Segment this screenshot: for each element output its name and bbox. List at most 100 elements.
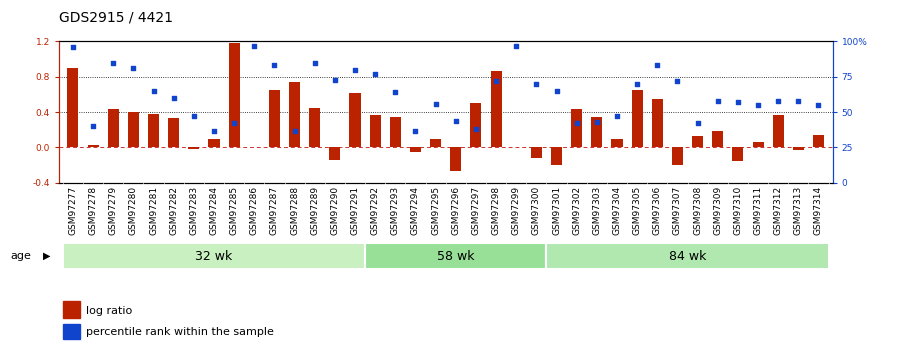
Bar (269, 90, 280, 148)
Bar (491, 71, 501, 148)
Text: GSM97312: GSM97312 (774, 186, 783, 235)
Bar (62, 324, 80, 339)
Bar (88, 145, 99, 148)
Bar (229, 43, 240, 148)
Point (589, 119, 604, 125)
Bar (652, 99, 662, 148)
Bar (310, 108, 320, 148)
Point (710, 98, 725, 104)
Point (509, 43, 523, 48)
Point (186, 114, 201, 119)
Bar (410, 148, 421, 152)
Text: GSM97277: GSM97277 (69, 186, 78, 235)
Text: GSM97313: GSM97313 (794, 186, 803, 235)
Text: 32 wk: 32 wk (195, 250, 233, 263)
Text: GSM97282: GSM97282 (169, 186, 178, 235)
Text: GSM97288: GSM97288 (291, 186, 299, 235)
Bar (793, 148, 804, 150)
Text: GSM97284: GSM97284 (209, 186, 218, 235)
Bar (773, 115, 784, 148)
Point (147, 88, 161, 94)
Text: GSM97297: GSM97297 (472, 186, 481, 235)
Text: 84 wk: 84 wk (669, 250, 706, 263)
Bar (128, 112, 139, 148)
Text: GSM97279: GSM97279 (109, 186, 118, 235)
Text: GSM97304: GSM97304 (613, 186, 622, 235)
Text: GSM97303: GSM97303 (593, 186, 601, 235)
Text: GSM97305: GSM97305 (633, 186, 642, 235)
Point (630, 81, 644, 87)
Bar (188, 148, 199, 149)
Text: GSM97291: GSM97291 (350, 186, 359, 235)
Point (348, 67, 362, 72)
Bar (451, 148, 462, 171)
Bar (289, 82, 300, 148)
Text: GSM97292: GSM97292 (371, 186, 380, 235)
Point (549, 88, 564, 94)
Text: GDS2915 / 4421: GDS2915 / 4421 (59, 10, 173, 24)
Text: GSM97307: GSM97307 (673, 186, 682, 235)
Point (771, 98, 786, 104)
Bar (712, 131, 723, 148)
Point (691, 121, 705, 126)
Bar (365, 243, 547, 269)
Point (328, 77, 342, 82)
Point (428, 101, 443, 106)
Point (167, 95, 181, 101)
Bar (430, 139, 441, 148)
Text: GSM97289: GSM97289 (310, 186, 319, 235)
Point (247, 43, 262, 48)
Point (671, 78, 685, 84)
Point (610, 114, 624, 119)
Bar (168, 118, 179, 148)
Text: GSM97294: GSM97294 (411, 186, 420, 235)
Text: GSM97290: GSM97290 (330, 186, 339, 235)
Text: ▶: ▶ (43, 251, 51, 261)
Point (267, 63, 281, 68)
Point (227, 121, 242, 126)
Point (288, 128, 302, 133)
Bar (67, 68, 79, 148)
Text: GSM97278: GSM97278 (89, 186, 98, 235)
Point (569, 121, 584, 126)
Text: GSM97314: GSM97314 (814, 186, 823, 235)
Bar (62, 301, 80, 318)
Bar (108, 109, 119, 148)
Point (86, 124, 100, 129)
Text: GSM97301: GSM97301 (552, 186, 561, 235)
Bar (551, 148, 562, 165)
Text: GSM97283: GSM97283 (189, 186, 198, 235)
Point (811, 102, 825, 108)
Point (408, 128, 423, 133)
Point (106, 60, 120, 66)
Bar (369, 115, 381, 148)
Point (206, 128, 221, 133)
Text: 58 wk: 58 wk (437, 250, 474, 263)
Bar (632, 90, 643, 148)
Text: GSM97308: GSM97308 (693, 186, 702, 235)
Bar (531, 148, 542, 158)
Text: GSM97280: GSM97280 (129, 186, 138, 235)
Text: percentile rank within the sample: percentile rank within the sample (86, 327, 274, 337)
Text: GSM97295: GSM97295 (431, 186, 440, 235)
Point (650, 63, 664, 68)
Bar (390, 117, 401, 148)
Point (308, 60, 322, 66)
Bar (591, 117, 603, 148)
Bar (612, 139, 623, 148)
Bar (471, 103, 481, 148)
Point (368, 71, 383, 77)
Text: log ratio: log ratio (86, 306, 132, 316)
Text: GSM97298: GSM97298 (491, 186, 500, 235)
Text: GSM97293: GSM97293 (391, 186, 400, 235)
Text: GSM97309: GSM97309 (713, 186, 722, 235)
Point (469, 126, 483, 132)
Point (791, 98, 805, 104)
Point (489, 78, 503, 84)
Bar (813, 135, 824, 148)
Bar (732, 148, 743, 161)
Text: GSM97300: GSM97300 (532, 186, 541, 235)
Bar (329, 148, 340, 160)
Text: age: age (11, 251, 32, 261)
Bar (208, 139, 220, 148)
